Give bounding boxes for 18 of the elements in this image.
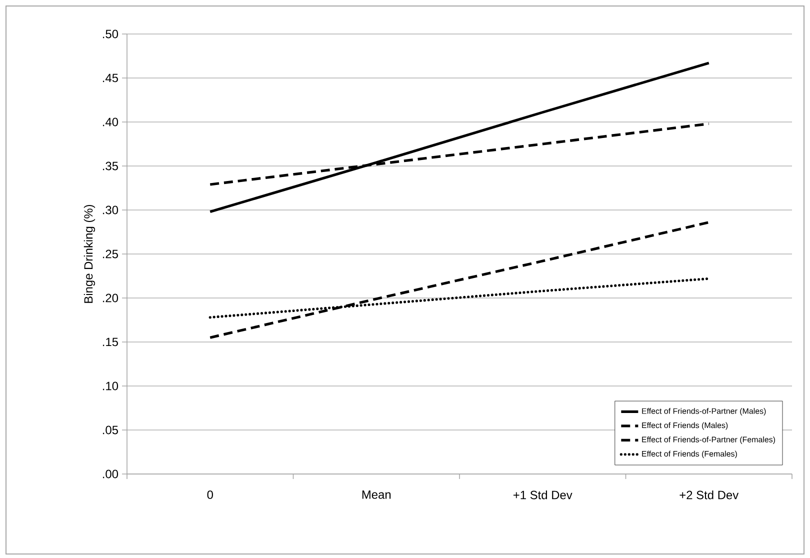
y-tick-label: .45 [102, 74, 118, 82]
line-series [208, 62, 710, 214]
y-tick-label: .10 [102, 382, 118, 390]
line-series [208, 221, 710, 339]
x-tick-label: +1 Std Dev [513, 490, 572, 500]
y-tick-label: .00 [102, 470, 118, 478]
x-tick-label: Mean [362, 490, 391, 499]
y-tick-label: .35 [102, 162, 118, 170]
y-axis-title: Binge Drinking (%) [84, 204, 96, 303]
y-tick-label: .05 [102, 426, 118, 434]
y-tick-label: .50 [102, 30, 118, 38]
y-tick-label: .15 [102, 338, 118, 346]
y-tick-label: .30 [102, 206, 118, 214]
x-tick-label: +2 Std Dev [680, 490, 739, 500]
y-tick-label: .40 [102, 118, 118, 126]
x-tick-label: 0 [207, 490, 213, 499]
y-tick-label: .20 [102, 294, 118, 302]
y-tick-label: .25 [102, 250, 118, 258]
